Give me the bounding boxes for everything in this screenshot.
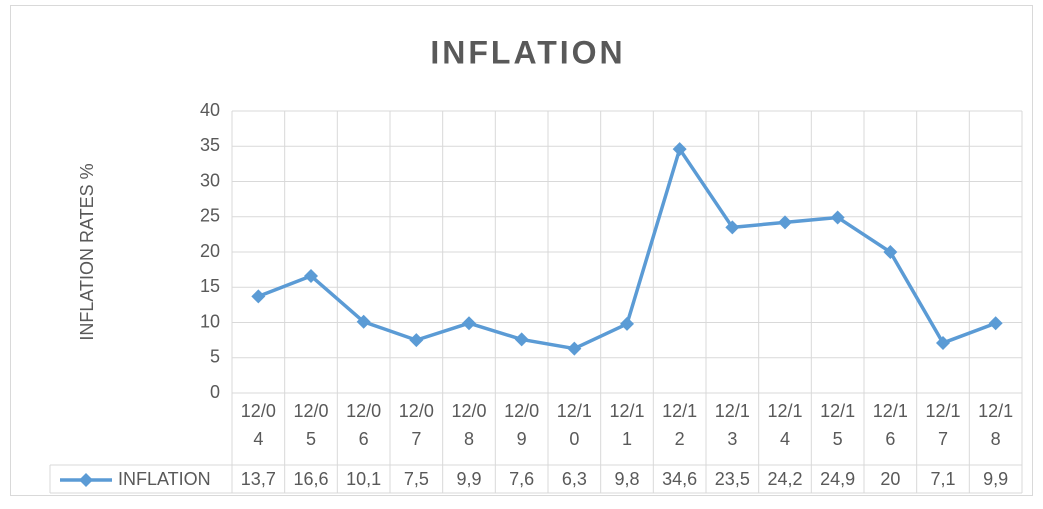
chart-frame <box>10 5 1033 496</box>
table-value: 23,5 <box>715 469 750 489</box>
x-tick-label: 12/1 1 <box>609 401 644 449</box>
table-value: 24,9 <box>820 469 855 489</box>
data-point <box>514 332 529 347</box>
table-value: 9,9 <box>456 469 481 489</box>
data-point <box>462 316 476 331</box>
chart-title: INFLATION <box>430 34 625 70</box>
x-tick-label: 12/1 8 <box>978 401 1013 449</box>
data-point <box>988 316 1003 331</box>
x-tick-label: 12/1 7 <box>925 401 960 449</box>
y-tick-label: 15 <box>200 276 220 296</box>
table-value: 34,6 <box>662 469 697 489</box>
x-tick-label: 12/0 7 <box>399 401 434 449</box>
x-tick-label: 12/0 6 <box>346 401 381 449</box>
x-tick-label: 12/1 2 <box>662 401 697 449</box>
data-point <box>883 245 898 259</box>
y-tick-label: 30 <box>200 170 220 190</box>
y-tick-label: 5 <box>210 347 220 367</box>
data-point <box>304 268 318 283</box>
y-tick-label: 40 <box>200 100 220 120</box>
table-value: 7,1 <box>930 469 955 489</box>
legend-marker <box>79 473 93 487</box>
data-point <box>620 316 634 331</box>
x-tick-label: 12/0 9 <box>504 401 539 449</box>
table-value: 6,3 <box>562 469 587 489</box>
data-point <box>251 289 266 304</box>
y-tick-label: 0 <box>210 382 220 402</box>
x-tick-label: 12/1 6 <box>873 401 908 449</box>
table-value: 10,1 <box>346 469 381 489</box>
table-value: 9,8 <box>614 469 639 489</box>
table-value: 13,7 <box>241 469 276 489</box>
x-tick-label: 12/0 5 <box>293 401 328 449</box>
table-value: 7,5 <box>404 469 429 489</box>
data-point <box>672 142 687 157</box>
y-tick-label: 35 <box>200 135 220 155</box>
data-point <box>936 335 950 350</box>
data-point <box>567 341 582 356</box>
x-tick-label: 12/0 8 <box>451 401 486 449</box>
data-point <box>725 220 740 235</box>
table-value: 7,6 <box>509 469 534 489</box>
table-value: 16,6 <box>293 469 328 489</box>
data-point <box>778 215 792 230</box>
table-value: 24,2 <box>767 469 802 489</box>
x-tick-label: 12/1 5 <box>820 401 855 449</box>
data-point <box>409 333 424 348</box>
table-value: 20 <box>880 469 900 489</box>
table-value: 9,9 <box>983 469 1008 489</box>
y-tick-label: 20 <box>200 241 220 261</box>
data-point <box>830 210 845 225</box>
y-axis-label: INFLATION RATES % <box>77 163 97 340</box>
y-tick-label: 10 <box>200 311 220 331</box>
x-tick-label: 12/1 0 <box>557 401 592 449</box>
x-tick-label: 12/1 3 <box>715 401 750 449</box>
y-tick-label: 25 <box>200 206 220 226</box>
x-tick-label: 12/0 4 <box>241 401 276 449</box>
x-tick-label: 12/1 4 <box>767 401 802 449</box>
legend-label: INFLATION <box>118 469 211 489</box>
data-point <box>356 314 371 329</box>
